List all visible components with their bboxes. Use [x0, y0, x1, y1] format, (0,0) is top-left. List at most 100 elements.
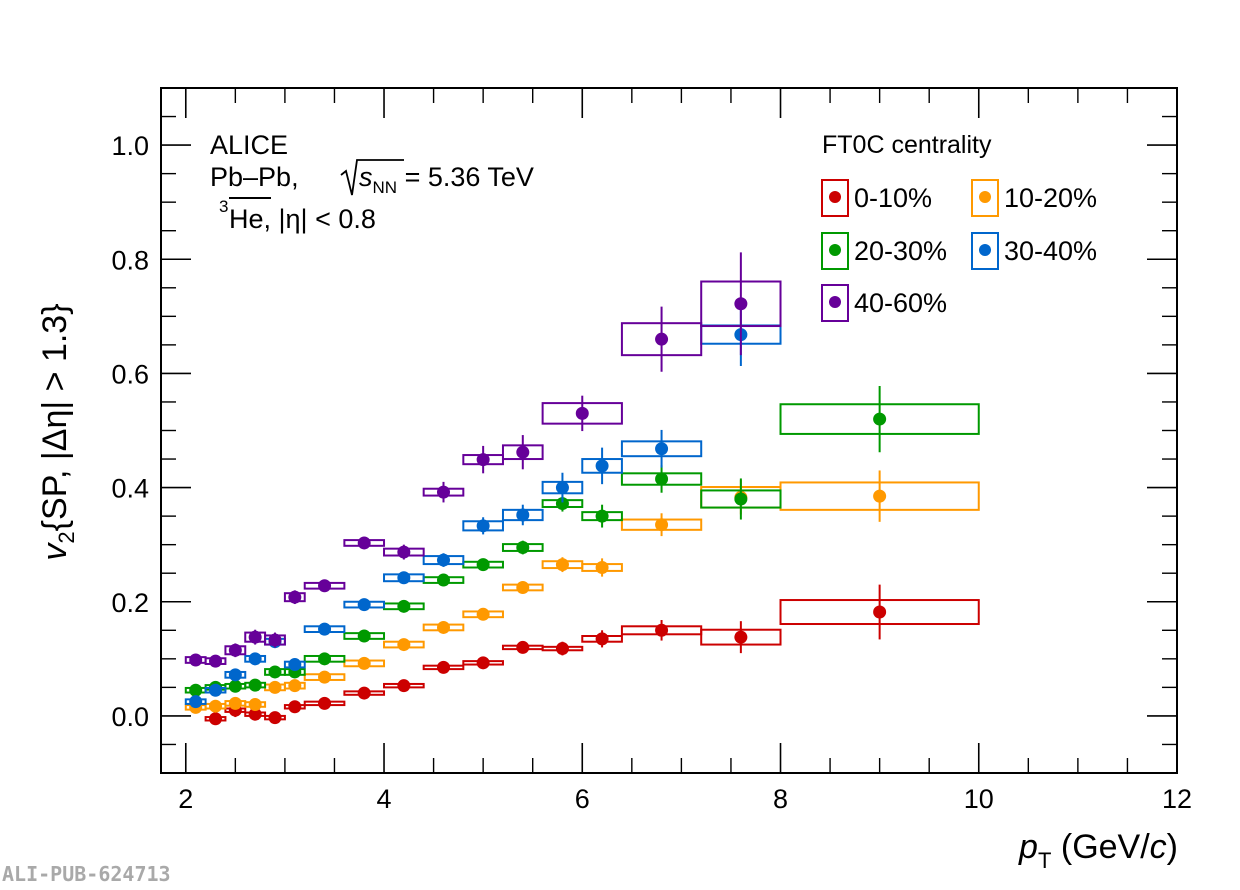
marker [516, 445, 530, 459]
legend-marker [979, 244, 991, 256]
data-point [283, 658, 306, 672]
marker [357, 656, 371, 670]
data-point [462, 558, 504, 572]
y-tick-label: 0.0 [111, 702, 149, 732]
particle-cut: , |η| < 0.8 [264, 204, 376, 234]
series-40-60pct [184, 252, 782, 668]
legend-entry: 0-10% [821, 179, 932, 217]
marker [189, 683, 203, 697]
legend-swatch [971, 179, 999, 217]
y-axis-label-main: v [36, 542, 74, 561]
data-point [204, 712, 227, 726]
data-point [224, 668, 247, 682]
data-point [700, 252, 782, 356]
marker [655, 623, 669, 637]
marker [873, 412, 887, 426]
marker [397, 545, 411, 559]
data-point [264, 632, 286, 648]
data-point [244, 678, 267, 692]
sqrt-icon [340, 159, 404, 196]
marker [268, 665, 282, 679]
marker [436, 573, 450, 587]
particle-name: He [229, 204, 264, 234]
x-axis-label-units-close: ) [1167, 828, 1178, 866]
marker [318, 622, 332, 636]
data-point [581, 504, 623, 528]
energy-label: sNN = 5.36 TeV [340, 159, 534, 197]
marker [436, 553, 450, 567]
legend-label: 0-10% [854, 183, 932, 213]
x-tick-label: 8 [773, 784, 788, 814]
marker [288, 590, 302, 604]
legend-swatch [821, 232, 849, 270]
legend-entry: 10-20% [971, 179, 1097, 217]
marker [357, 598, 371, 612]
data-point [779, 385, 980, 453]
data-point [422, 660, 465, 674]
data-point [224, 643, 247, 658]
marker [209, 712, 223, 726]
marker [595, 561, 609, 574]
publication-id: ALI-PUB-624713 [2, 862, 171, 886]
x-tick-label: 2 [178, 784, 193, 814]
data-point [184, 653, 207, 667]
marker [655, 518, 669, 532]
marker [288, 700, 302, 714]
data-point [620, 620, 703, 641]
marker [734, 630, 748, 644]
data-point [581, 630, 623, 648]
data-point [462, 607, 504, 621]
data-point [383, 571, 425, 585]
data-point [343, 629, 386, 643]
y-tick-label: 0.2 [111, 588, 149, 618]
data-point [204, 683, 227, 697]
marker [555, 642, 569, 656]
experiment-label: ALICE [210, 130, 288, 160]
data-point [283, 590, 306, 605]
legend-entry: 40-60% [821, 284, 947, 322]
legend-entry: 30-40% [971, 232, 1097, 270]
marker [595, 509, 609, 523]
data-point [501, 640, 544, 654]
data-point [541, 641, 584, 656]
data-point [204, 654, 227, 668]
legend: FT0C centrality 0-10% 10-20% 20-30% 30-40% 4… [821, 131, 1097, 322]
data-point [264, 680, 286, 694]
marker [248, 707, 262, 721]
marker [189, 653, 203, 667]
marker [318, 670, 332, 684]
marker [555, 481, 569, 495]
data-point [204, 699, 227, 713]
marker [516, 541, 530, 555]
marker [357, 629, 371, 643]
legend-marker [979, 191, 991, 203]
legend-marker [829, 296, 841, 308]
marker [655, 472, 669, 486]
marker [248, 678, 262, 692]
data-point [422, 573, 465, 587]
data-marks [184, 252, 980, 726]
data-point [283, 679, 306, 693]
data-point [620, 429, 703, 468]
data-point [501, 580, 544, 594]
data-point [541, 472, 584, 503]
data-point [620, 306, 703, 372]
y-axis-label: v2{SP, |Δη| > 1.3} [36, 303, 79, 560]
data-point [383, 544, 425, 560]
marker [209, 699, 223, 713]
series-10-20pct [184, 470, 980, 714]
particle-text: He, |η| < 0.8 [229, 204, 376, 234]
legend-label: 20-30% [854, 236, 947, 266]
data-point [581, 558, 623, 577]
marker [209, 683, 223, 697]
marker [288, 658, 302, 672]
marker [655, 332, 669, 346]
marker [555, 558, 569, 572]
legend-title: FT0C centrality [822, 131, 992, 159]
legend-marker [829, 244, 841, 256]
data-point [283, 700, 306, 714]
marker [228, 696, 242, 710]
data-point [303, 652, 346, 666]
data-point [343, 598, 386, 612]
